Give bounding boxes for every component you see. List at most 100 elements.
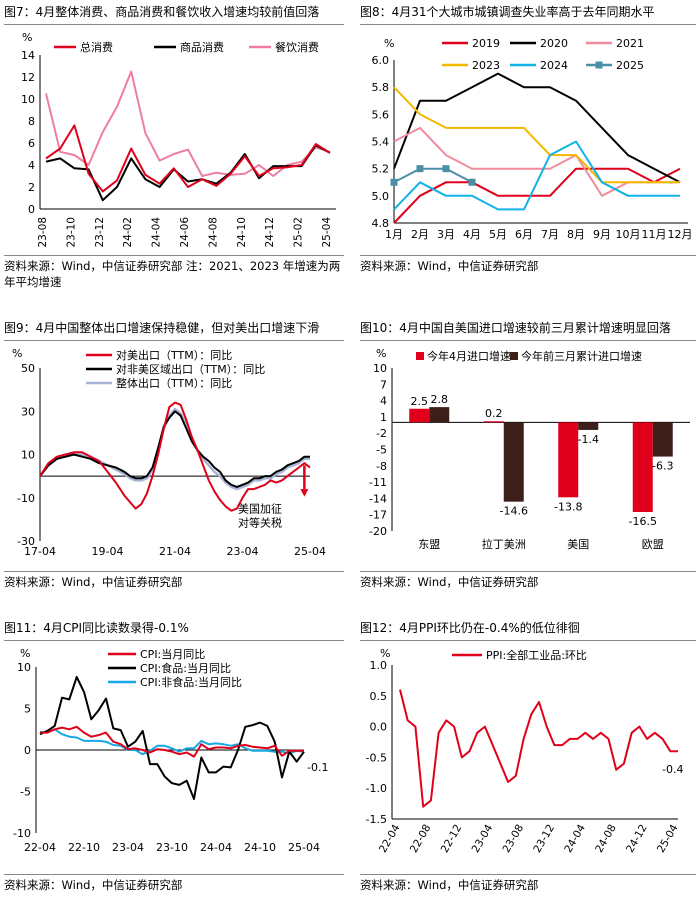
bar-今年4月进口增速 bbox=[409, 408, 430, 423]
y-tick-label: 5.6 bbox=[372, 108, 390, 121]
y-tick-label: -10 bbox=[17, 492, 35, 505]
bar-今年4月进口增速 bbox=[558, 422, 579, 498]
legend-label: CPI:食品:当月同比 bbox=[140, 661, 231, 675]
figure-9-panel: 图9：4月中国整体出口增速保持稳健，但对美出口增速下滑 % -30 -10 10 30 5… bbox=[4, 318, 344, 590]
figure-8-title: 图8：4月31个大城市城镇调查失业率高于去年同期水平 bbox=[360, 2, 696, 25]
series-line-对美出口（TTM）：同比 bbox=[39, 401, 311, 512]
x-tick-label: 22-08 bbox=[408, 823, 434, 855]
x-tick-label: 23-08 bbox=[37, 217, 49, 248]
y-tick-label: 7 bbox=[380, 378, 387, 391]
figure-9-chart: % -30 -10 10 30 50 17-04 19-04 21-04 23-04 25-04 美国… bbox=[12, 347, 326, 558]
x-tick-label: 24-06 bbox=[179, 217, 191, 248]
x-tick-label: 24-08 bbox=[593, 823, 619, 855]
data-label: -1.4 bbox=[578, 433, 599, 446]
figure-7-title: 图7：4月整体消费、商品消费和餐饮收入增速均较前值回落 bbox=[4, 2, 344, 25]
y-tick-label: 0.0 bbox=[370, 721, 388, 734]
y-tick-label: 5.8 bbox=[372, 81, 390, 94]
legend-marker bbox=[595, 61, 603, 69]
figure-8-panel: 图8：4月31个大城市城镇调查失业率高于去年同期水平 % 4.8 5.0 5.2 5.4… bbox=[360, 2, 696, 292]
y-tick-label: 10 bbox=[373, 362, 387, 375]
data-point-marker bbox=[442, 165, 450, 173]
legend-label: 2021 bbox=[616, 37, 644, 50]
series-line-餐饮消费 bbox=[45, 70, 331, 177]
x-tick-label: 3月 bbox=[437, 228, 455, 241]
bar-今年4月进口增速 bbox=[632, 422, 653, 512]
x-tick-label: 23-12 bbox=[94, 217, 106, 248]
x-tick-label: 12月 bbox=[668, 228, 693, 241]
figure-11-title: 图11：4月CPI同比读数录得-0.1% bbox=[4, 618, 344, 641]
x-tick-label: 6月 bbox=[515, 228, 533, 241]
data-label: -16.5 bbox=[629, 515, 657, 528]
x-tick-label: 22-10 bbox=[68, 841, 100, 854]
y-tick-label: 5 bbox=[24, 703, 31, 716]
y-tick-label: -14 bbox=[369, 492, 387, 505]
x-tick-label: 25-04 bbox=[321, 217, 333, 248]
y-tick-label: 5.4 bbox=[372, 136, 390, 149]
x-tick-label: 24-12 bbox=[264, 217, 276, 248]
x-tick-label: 24-02 bbox=[122, 217, 134, 248]
unit-label: % bbox=[380, 647, 390, 660]
series-line-2021 bbox=[393, 126, 680, 197]
x-tick-label: 9月 bbox=[593, 228, 611, 241]
bar-今年4月进口增速 bbox=[483, 421, 504, 423]
x-tick-label: 23-10 bbox=[65, 217, 77, 248]
y-tick-label: 6 bbox=[28, 137, 35, 150]
bar-今年前三月累计进口增速 bbox=[503, 422, 524, 502]
x-tick-label: 24-10 bbox=[236, 217, 248, 248]
x-tick-label: 24-04 bbox=[151, 217, 163, 248]
y-tick-label: -20 bbox=[369, 525, 387, 538]
unit-label: % bbox=[20, 647, 30, 660]
x-tick-label: 8月 bbox=[567, 228, 585, 241]
y-tick-label: 0.5 bbox=[370, 690, 388, 703]
data-label: -6.3 bbox=[652, 460, 673, 473]
figure-10-panel: 图10：4月中国自美国进口增速较前三月累计增速明显回落 % -20 -17 -14 -1… bbox=[360, 318, 696, 590]
figure-9-source: 资料来源：Wind，中信证券研究部 bbox=[4, 571, 344, 590]
legend-label: 2025 bbox=[616, 59, 644, 72]
series-line-CPI:食品:当月同比 bbox=[39, 676, 305, 800]
series-line-对非美区域出口（TTM）：同比 bbox=[39, 410, 310, 488]
bar-今年前三月累计进口增速 bbox=[578, 422, 599, 430]
y-tick-label: 4.8 bbox=[372, 217, 390, 230]
x-tick-label: 25-04 bbox=[294, 545, 326, 558]
y-tick-label: 50 bbox=[21, 362, 35, 375]
legend-label: CPI:非食品:当月同比 bbox=[140, 675, 242, 689]
legend-label: 对非美区域出口（TTM）：同比 bbox=[116, 362, 265, 376]
series-line-CPI:当月同比 bbox=[40, 725, 304, 758]
y-tick-label: -2 bbox=[376, 427, 387, 440]
y-tick-label: 8 bbox=[28, 115, 35, 128]
end-value-label: -0.1 bbox=[307, 761, 328, 774]
y-tick-label: -17 bbox=[369, 509, 387, 522]
figure-11-source: 资料来源：Wind，中信证券研究部 bbox=[4, 874, 344, 893]
x-tick-label: 22-04 bbox=[24, 841, 56, 854]
x-tick-label: 11月 bbox=[642, 228, 667, 241]
y-tick-label: 14 bbox=[21, 49, 35, 62]
data-label: -14.6 bbox=[500, 505, 528, 518]
x-tick-label: 23-04 bbox=[227, 545, 259, 558]
legend-label: 2024 bbox=[540, 59, 568, 72]
y-tick-label: 1.0 bbox=[370, 659, 388, 672]
y-tick-label: -0.5 bbox=[366, 751, 387, 764]
figure-7-panel: 图7：4月整体消费、商品消费和餐饮收入增速均较前值回落 % 0 2 4 6 8 10 12 14… bbox=[4, 2, 344, 292]
y-tick-label: -11 bbox=[369, 476, 387, 489]
figure-12-title: 图12：4月PPI环比仍在-0.4%的低位徘徊 bbox=[360, 618, 696, 641]
y-tick-label: -10 bbox=[13, 827, 31, 840]
annotation-text-line1: 美国加征 bbox=[238, 503, 282, 516]
legend-label: CPI:当月同比 bbox=[140, 647, 205, 661]
x-tick-label: 23-12 bbox=[531, 823, 557, 855]
y-tick-label: 4 bbox=[28, 159, 35, 172]
data-label: 2.8 bbox=[431, 393, 449, 406]
y-tick-label: 30 bbox=[21, 405, 35, 418]
x-tick-label: 4月 bbox=[463, 228, 481, 241]
y-tick-label: -5 bbox=[376, 444, 387, 457]
legend-label: 今年前三月累计进口增速 bbox=[521, 349, 642, 363]
legend-label: 今年4月进口增速 bbox=[427, 349, 511, 363]
x-tick-label: 拉丁美洲 bbox=[482, 537, 526, 551]
legend-label: 商品消费 bbox=[180, 40, 224, 54]
x-tick-label: 25-04 bbox=[288, 841, 320, 854]
figure-12-panel: 图12：4月PPI环比仍在-0.4%的低位徘徊 % -1.5 -1.0 -0.5 0.0… bbox=[360, 618, 696, 898]
y-tick-label: 10 bbox=[21, 449, 35, 462]
y-tick-label: 6.0 bbox=[372, 54, 390, 67]
y-tick-label: 10 bbox=[17, 661, 31, 674]
y-tick-label: -30 bbox=[17, 535, 35, 548]
